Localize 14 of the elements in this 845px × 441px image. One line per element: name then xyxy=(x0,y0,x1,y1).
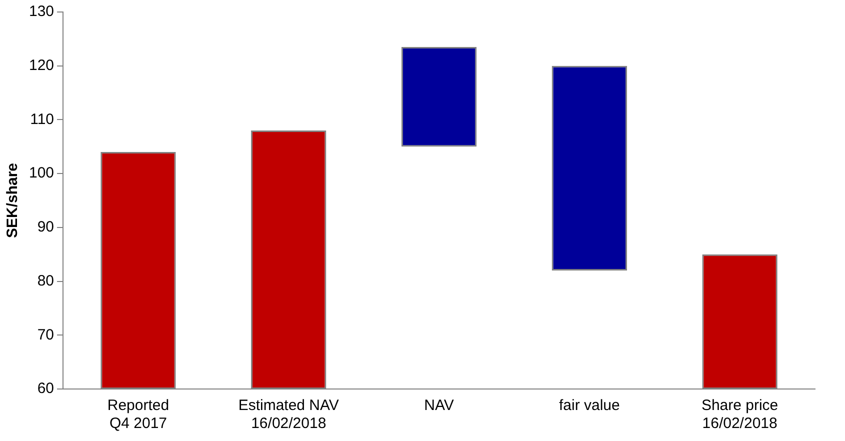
x-tick-label: Estimated NAV 16/02/2018 xyxy=(238,397,339,432)
y-tick-label: 110 xyxy=(30,110,54,128)
y-axis-title: SEK/share xyxy=(4,162,22,238)
y-tick-label: 130 xyxy=(28,3,54,20)
y-tick-label: 60 xyxy=(37,380,54,398)
y-tick-label: 90 xyxy=(37,218,54,236)
y-tick-label: 80 xyxy=(37,272,54,290)
x-tick-label: NAV xyxy=(424,397,454,414)
x-tick-label: Reported Q4 2017 xyxy=(107,397,170,432)
x-tick-label: Share price 16/02/2018 xyxy=(701,397,778,432)
y-tick-label: 70 xyxy=(37,326,54,344)
y-tick-label: 100 xyxy=(28,164,54,182)
x-tick-label: fair value xyxy=(558,397,620,414)
y-tick-label: 120 xyxy=(28,57,54,74)
